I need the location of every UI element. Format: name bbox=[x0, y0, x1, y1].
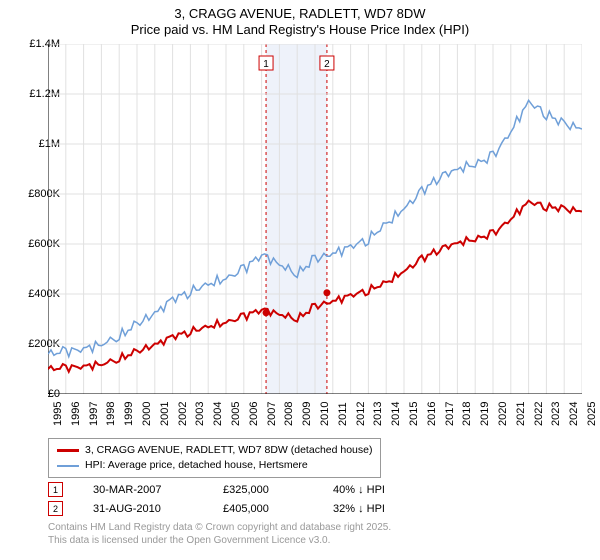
transaction-rows: 1 30-MAR-2007 £325,000 40% ↓ HPI 2 31-AU… bbox=[48, 482, 423, 520]
x-tick-label: 2001 bbox=[159, 402, 171, 426]
legend-item-2: HPI: Average price, detached house, Hert… bbox=[57, 458, 372, 473]
line-chart-svg: 12 bbox=[48, 44, 582, 394]
title-line-2: Price paid vs. HM Land Registry's House … bbox=[0, 22, 600, 38]
svg-text:2: 2 bbox=[324, 59, 330, 70]
x-tick-label: 2012 bbox=[355, 402, 367, 426]
marker-badge-1: 1 bbox=[48, 482, 63, 497]
x-tick-label: 1998 bbox=[105, 402, 117, 426]
chart-title-block: 3, CRAGG AVENUE, RADLETT, WD7 8DW Price … bbox=[0, 0, 600, 39]
x-tick-label: 1996 bbox=[70, 402, 82, 426]
legend-item-1: 3, CRAGG AVENUE, RADLETT, WD7 8DW (detac… bbox=[57, 443, 372, 458]
marker-badge-2: 2 bbox=[48, 501, 63, 516]
transaction-price-1: £325,000 bbox=[223, 484, 303, 496]
plot-area: 12 bbox=[48, 44, 582, 394]
transaction-price-2: £405,000 bbox=[223, 503, 303, 515]
x-tick-label: 2024 bbox=[568, 402, 580, 426]
transaction-date-2: 31-AUG-2010 bbox=[93, 503, 193, 515]
footer-line-2: This data is licensed under the Open Gov… bbox=[48, 535, 391, 548]
x-tick-label: 2023 bbox=[550, 402, 562, 426]
x-tick-label: 2019 bbox=[479, 402, 491, 426]
x-tick-label: 2005 bbox=[230, 402, 242, 426]
x-tick-label: 2018 bbox=[461, 402, 473, 426]
legend: 3, CRAGG AVENUE, RADLETT, WD7 8DW (detac… bbox=[48, 438, 381, 478]
x-tick-label: 2006 bbox=[248, 402, 260, 426]
chart-container: 3, CRAGG AVENUE, RADLETT, WD7 8DW Price … bbox=[0, 0, 600, 560]
x-tick-label: 1997 bbox=[88, 402, 100, 426]
legend-swatch-1 bbox=[57, 449, 79, 452]
x-tick-label: 2003 bbox=[194, 402, 206, 426]
transaction-row-1: 1 30-MAR-2007 £325,000 40% ↓ HPI bbox=[48, 482, 423, 497]
x-tick-label: 1995 bbox=[52, 402, 64, 426]
svg-text:1: 1 bbox=[263, 59, 269, 70]
x-tick-label: 2025 bbox=[586, 402, 598, 426]
x-tick-label: 1999 bbox=[123, 402, 135, 426]
footer-line-1: Contains HM Land Registry data © Crown c… bbox=[48, 522, 391, 535]
transaction-row-2: 2 31-AUG-2010 £405,000 32% ↓ HPI bbox=[48, 501, 423, 516]
x-tick-label: 2017 bbox=[444, 402, 456, 426]
x-tick-label: 2015 bbox=[408, 402, 420, 426]
transaction-delta-1: 40% ↓ HPI bbox=[333, 484, 423, 496]
title-line-1: 3, CRAGG AVENUE, RADLETT, WD7 8DW bbox=[0, 6, 600, 22]
footer-attribution: Contains HM Land Registry data © Crown c… bbox=[48, 522, 391, 547]
x-tick-label: 2010 bbox=[319, 402, 331, 426]
x-tick-label: 2004 bbox=[212, 402, 224, 426]
x-tick-label: 2016 bbox=[426, 402, 438, 426]
legend-swatch-2 bbox=[57, 465, 79, 467]
x-tick-label: 2021 bbox=[515, 402, 527, 426]
x-tick-label: 2002 bbox=[177, 402, 189, 426]
transaction-date-1: 30-MAR-2007 bbox=[93, 484, 193, 496]
x-tick-label: 2007 bbox=[266, 402, 278, 426]
x-tick-label: 2011 bbox=[337, 402, 349, 426]
x-tick-label: 2008 bbox=[283, 402, 295, 426]
legend-label-2: HPI: Average price, detached house, Hert… bbox=[85, 458, 308, 473]
legend-label-1: 3, CRAGG AVENUE, RADLETT, WD7 8DW (detac… bbox=[85, 443, 372, 458]
transaction-delta-2: 32% ↓ HPI bbox=[333, 503, 423, 515]
x-tick-label: 2022 bbox=[533, 402, 545, 426]
x-tick-label: 2009 bbox=[301, 402, 313, 426]
x-tick-label: 2014 bbox=[390, 402, 402, 426]
x-tick-label: 2000 bbox=[141, 402, 153, 426]
x-tick-label: 2013 bbox=[372, 402, 384, 426]
x-tick-label: 2020 bbox=[497, 402, 509, 426]
